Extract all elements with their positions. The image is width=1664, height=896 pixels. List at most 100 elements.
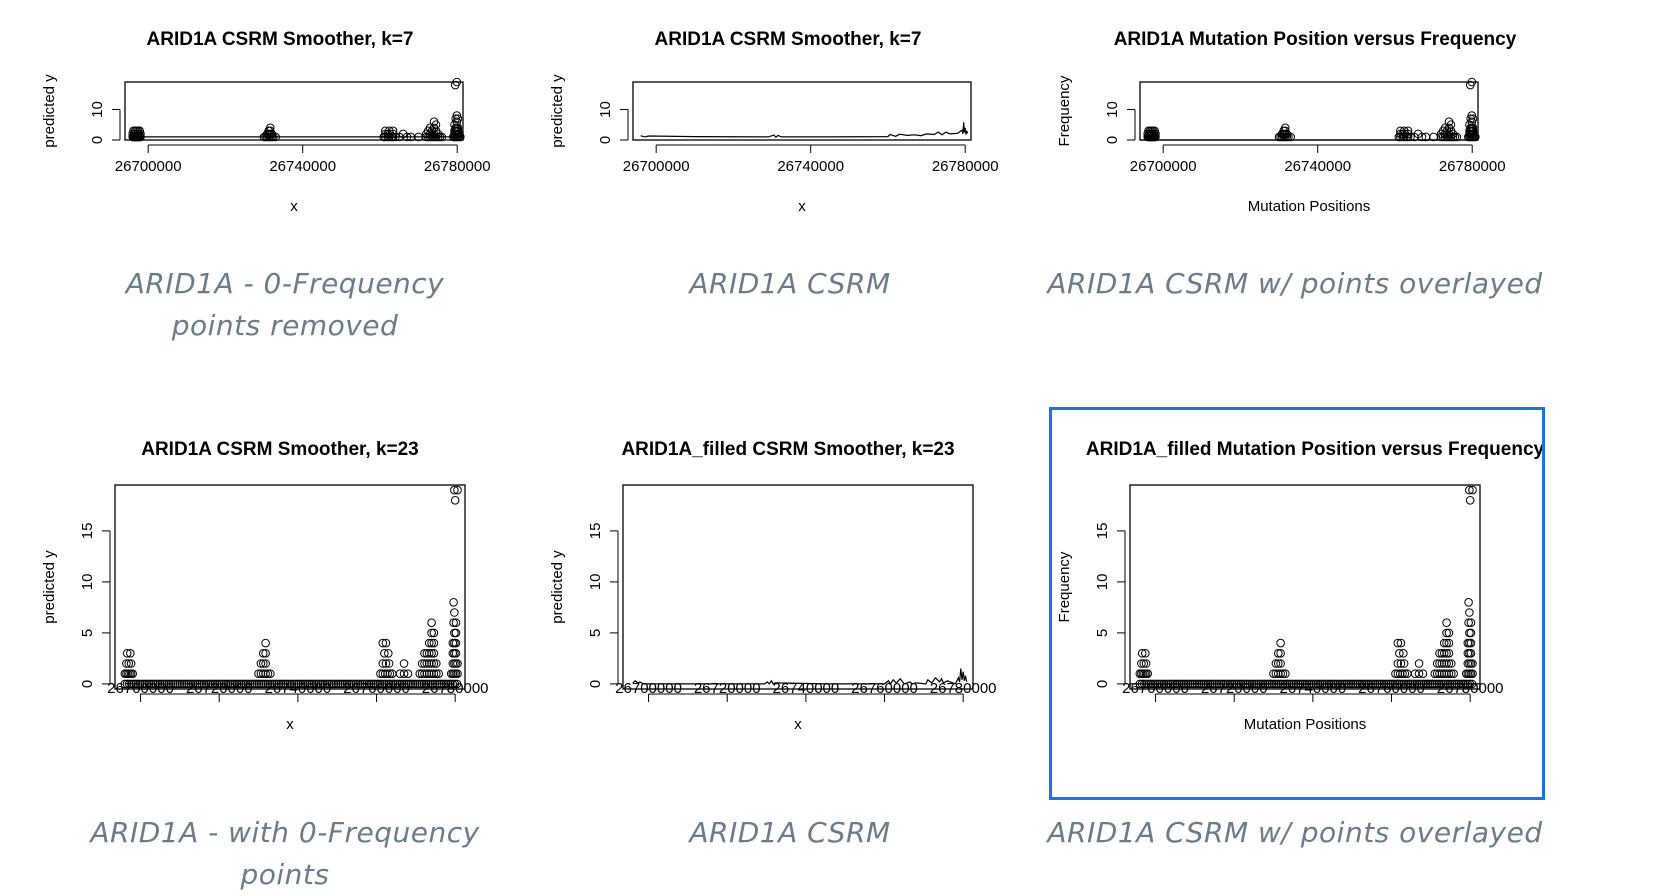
data-point [450,496,460,505]
data-point [217,679,226,689]
data-point [424,679,433,689]
data-point [266,669,275,678]
data-point [450,485,459,495]
data-point [381,659,391,668]
data-point [384,659,394,668]
data-point [157,679,167,689]
data-point [1395,669,1405,678]
y-tick-label: 0 [587,680,604,688]
data-point [215,679,224,689]
data-point [120,679,130,689]
data-point [1141,649,1150,658]
data-point [427,669,436,678]
chart-title: ARID1A CSRM Smoother, k=7 [655,29,922,50]
data-point [446,679,455,689]
data-point [386,679,396,689]
data-point [149,679,158,689]
data-point [380,669,390,678]
data-point [278,679,288,689]
data-point [331,679,341,689]
data-point [1413,129,1423,139]
data-point [1468,669,1477,678]
data-point [1399,649,1408,658]
data-point [237,679,246,689]
data-point [376,669,385,678]
data-point [1269,669,1278,678]
y-tick-label: 15 [79,523,96,540]
y-axis-label: predicted y [41,550,58,624]
data-point [258,659,268,668]
data-point [256,659,266,668]
data-point [453,669,462,678]
data-point [1442,669,1451,678]
data-point [204,679,213,689]
data-point [1393,638,1403,648]
data-point [424,669,434,678]
data-point [303,679,312,689]
data-point [349,679,358,689]
data-point [452,111,462,120]
x-tick-label: 26700000 [615,680,682,697]
y-tick-label: 5 [1094,629,1111,637]
series-line [632,668,968,685]
data-point [133,679,143,689]
data-point [453,485,462,495]
data-point [274,679,284,689]
data-point [429,669,439,678]
data-point [131,679,141,689]
data-point [377,679,387,689]
data-point [272,679,281,689]
data-point [258,649,268,658]
data-point [325,679,334,689]
data-point [342,679,352,689]
data-point [437,679,446,689]
plot-frame [632,81,972,141]
data-point [380,649,389,658]
data-point [151,679,160,689]
y-tick-label: 10 [597,101,614,118]
data-point [450,608,459,617]
data-point [1399,659,1409,668]
y-tick-label: 10 [89,101,106,118]
selection-frame[interactable] [1049,407,1545,800]
data-point [382,679,391,689]
data-point [210,679,220,689]
data-point [1442,649,1451,658]
data-point [254,679,264,689]
chart-svg: ARID1A Mutation Position versus Frequenc… [1056,29,1517,215]
plot-frame [622,484,974,690]
plot-frame [1129,484,1481,690]
data-point [1446,659,1456,668]
data-point [344,679,354,689]
data-point [429,649,439,658]
data-point [1145,126,1155,136]
data-point [195,679,204,689]
data-point [427,638,436,648]
data-point [263,679,273,689]
data-point [431,669,441,678]
data-point [133,126,143,136]
data-point [451,628,461,638]
data-point [441,679,451,689]
data-point [384,126,394,136]
data-point [287,679,297,689]
data-point [1414,659,1424,668]
y-tick-label: 10 [1094,574,1111,591]
data-point [1444,638,1454,648]
data-point [1466,638,1476,648]
data-point [422,659,432,668]
data-point [429,117,439,126]
data-point [124,659,134,668]
data-point [254,669,263,678]
data-point [369,679,378,689]
data-point [1400,669,1410,678]
chart-title: ARID1A_filled Mutation Position versus F… [1086,439,1545,460]
chart-panel-bottom-right: ARID1A_filled Mutation Position versus F… [1055,433,1575,788]
caption-top-right: ARID1A CSRM w/ points overlayed [1047,267,1543,300]
data-point [429,638,439,648]
y-tick-label: 10 [79,574,96,591]
data-point [258,669,268,678]
data-point [1141,659,1151,668]
y-tick-label: 10 [587,574,604,591]
data-point [1439,649,1449,658]
